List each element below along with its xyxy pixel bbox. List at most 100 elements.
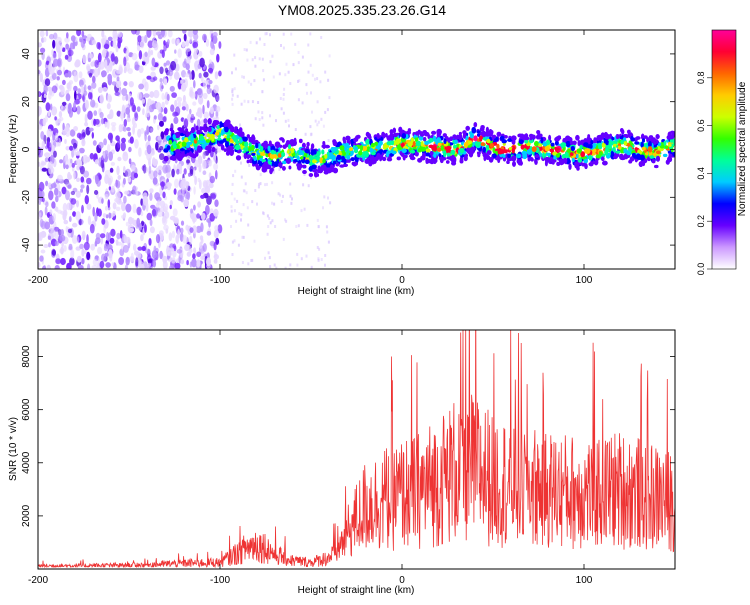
spectrogram-point [78, 71, 83, 79]
spectrogram-point [217, 224, 223, 234]
spectrogram-point [167, 69, 174, 77]
spectrogram-point [197, 155, 203, 165]
spectrogram-point [268, 256, 271, 260]
spectrogram-point [583, 142, 589, 148]
spectrogram-point [189, 91, 196, 99]
spectrogram-point [86, 234, 89, 244]
spectrogram-point [537, 134, 542, 140]
spectrogram-point [649, 155, 655, 159]
spectrogram-point [275, 119, 277, 123]
spectrogram-point [329, 201, 332, 205]
spectrogram-point [300, 156, 304, 160]
spectrogram-point [159, 78, 163, 83]
spectrogram-point [241, 261, 244, 264]
colorbar-tick-label: 0.8 [696, 72, 706, 85]
spectrogram-point [63, 209, 68, 217]
spectrogram-point [437, 142, 442, 147]
spectrogram-point [282, 32, 285, 36]
spectrogram-point [181, 141, 187, 147]
spectrogram-point [125, 256, 130, 266]
spectrogram-point [169, 85, 175, 92]
spectrogram-point [104, 243, 109, 249]
spectrogram-point [100, 233, 106, 239]
spectrogram-point [127, 176, 131, 183]
spectrogram-point [91, 132, 95, 139]
spectrogram-point [180, 259, 185, 265]
spectrogram-point [163, 155, 169, 162]
spectrogram-point [282, 144, 287, 149]
spectrogram-point [192, 101, 197, 106]
spectrogram-point [55, 195, 59, 203]
spectrogram-point [382, 156, 387, 162]
spectrogram-point [588, 162, 594, 167]
spectrogram-point [104, 121, 108, 128]
spectrogram-point [349, 147, 353, 152]
spectrogram-point [554, 140, 559, 146]
spectrogram-point [642, 138, 645, 143]
spectrogram-point [66, 32, 69, 39]
spectrogram-point [327, 78, 330, 82]
spectrogram-point [239, 123, 241, 127]
spectrogram-point [61, 242, 64, 247]
spectrogram-point [136, 106, 141, 112]
spectrogram-point [651, 159, 656, 164]
spectrogram-point [288, 165, 292, 170]
spectrogram-point [317, 225, 320, 229]
spectrogram-point [570, 145, 575, 152]
spectrogram-point [76, 132, 82, 139]
spectrogram-point [157, 112, 163, 121]
spectrogram-point [269, 221, 272, 225]
spectrogram-point [67, 49, 74, 56]
spectrogram-point [189, 36, 193, 44]
spectrogram-point [148, 165, 152, 175]
spectrogram-point [615, 135, 620, 140]
spectrogram-point [81, 30, 85, 37]
spectrogram-point [109, 167, 114, 173]
spectrogram-point [66, 82, 71, 90]
spectrogram-point [103, 43, 110, 50]
spectrogram-point [309, 155, 315, 162]
spectrogram-point [210, 193, 216, 200]
spectrogram-point [44, 152, 51, 158]
snr-line [38, 330, 675, 569]
spectrogram-point [236, 140, 239, 145]
spectrogram-point [458, 134, 463, 141]
spectrogram-point [106, 65, 110, 74]
spectrogram-point [425, 148, 431, 153]
spectrogram-point [548, 134, 552, 141]
spectrogram-point [196, 259, 201, 268]
spectrogram-point [332, 147, 338, 152]
spectrogram-point [278, 167, 281, 171]
spectrogram-point [169, 247, 175, 253]
spectrogram-point [167, 39, 170, 45]
spectrogram-point [662, 153, 668, 158]
spectrogram-point [386, 141, 393, 146]
spectrogram-point [107, 144, 111, 153]
spectrogram-point [209, 106, 214, 115]
spectrogram-point [120, 110, 124, 116]
spectrogram-point [57, 174, 63, 182]
spectrogram-point [287, 70, 290, 74]
spectrogram-point [218, 70, 222, 77]
spectrogram-point [106, 102, 111, 110]
spectrogram-point [317, 258, 320, 262]
spectrogram-point [106, 93, 112, 103]
snr-xlabel: Height of straight line (km) [298, 585, 415, 596]
spectrogram-point [236, 94, 239, 98]
spectrogram-point [52, 213, 56, 222]
spectrogram-point [167, 251, 173, 257]
spectrogram-point [205, 139, 210, 143]
spectrogram-point [72, 40, 76, 50]
spectrogram-point [238, 212, 241, 216]
spectrogram-point [305, 254, 308, 258]
spectrogram-point [202, 104, 205, 115]
spectrogram-point [255, 142, 259, 149]
spectrogram-point [51, 72, 57, 81]
spectrogram-point [177, 48, 182, 58]
spectrogram-point [634, 141, 640, 145]
spectrogram-point [171, 92, 178, 98]
spectrogram-point [227, 125, 234, 130]
spectrogram-point [55, 132, 59, 141]
spectrogram-point [410, 149, 416, 154]
